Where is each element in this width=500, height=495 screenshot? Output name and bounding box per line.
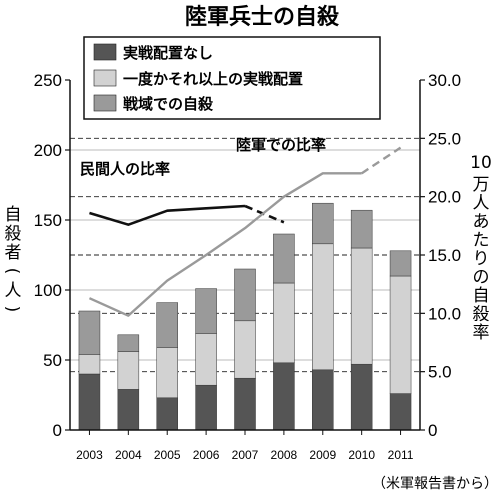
y-axis-title-left-char: ) (2, 306, 22, 313)
x-tick-label-2006: 2006 (193, 448, 220, 462)
y-axis-title-right-char: 殺 (473, 305, 490, 325)
legend-label-deployed: 一度かそれ以上の実戦配置 (123, 70, 303, 88)
y-axis-title-left: 自殺者 ( 人) (2, 205, 22, 312)
bar-in-theater-2007 (234, 268, 256, 322)
y-axis-title-right-char: 自 (473, 286, 490, 306)
legend-label-non-deployed: 実戦配置なし (123, 44, 213, 62)
x-tick-label-2008: 2008 (271, 448, 298, 462)
y-axis-title-left-char: 自 (5, 205, 22, 225)
bar-in-theater-2011 (389, 250, 412, 277)
x-tick-label-2005: 2005 (154, 448, 181, 462)
bar-non-deployed-2008 (273, 362, 295, 431)
y-axis-title-left-char: ( (2, 268, 22, 275)
bar-in-theater-2004 (117, 334, 140, 352)
line-civilian-rate-dashed (244, 204, 285, 224)
y-tick-label-right-10.0: 10.0 (428, 304, 461, 323)
y-axis-title-left-char: 者 (5, 243, 22, 263)
rate-lines (88, 146, 402, 317)
legend-swatch-deployed (93, 69, 117, 87)
line-army-rate-solid (88, 172, 362, 317)
bar-non-deployed-2007 (234, 377, 256, 431)
bar-in-theater-2006 (195, 288, 217, 334)
bar-non-deployed-2011 (389, 393, 412, 431)
y-tick-label-left-50: 50 (43, 351, 62, 370)
y-axis-title-left-char: 殺 (5, 224, 22, 244)
bar-deployed-2009 (312, 243, 334, 371)
bar-non-deployed-2006 (195, 384, 217, 431)
y-tick-label-left-0: 0 (53, 421, 62, 440)
bar-non-deployed-2005 (156, 397, 178, 431)
bar-non-deployed-2010 (350, 363, 373, 431)
bar-deployed-2011 (389, 275, 412, 394)
bar-deployed-2008 (273, 282, 295, 364)
x-tick-label-2010: 2010 (348, 448, 375, 462)
axes (65, 79, 425, 435)
bar-in-theater-2005 (156, 302, 178, 348)
source-note: （米軍報告書から） (372, 476, 498, 492)
bar-in-theater-2008 (273, 233, 295, 284)
y-axis-title-right-char: り (473, 249, 490, 269)
bar-deployed-2006 (195, 333, 217, 386)
chart-title: 陸軍兵士の自殺 (185, 4, 340, 30)
legend-label-in-theater: 戦域での自殺 (123, 95, 214, 113)
bar-deployed-2007 (234, 320, 256, 379)
bar-deployed-2004 (117, 351, 140, 390)
bar-deployed-2005 (156, 347, 178, 399)
line-army-rate-dashed (361, 146, 402, 175)
y-tick-label-right-30.0: 30.0 (428, 71, 461, 90)
y-tick-label-left-250: 250 (34, 71, 62, 90)
x-tick-label-2003: 2003 (76, 448, 103, 462)
bar-in-theater-2009 (312, 202, 334, 245)
y-tick-label-right-5.0: 5.0 (428, 363, 452, 382)
y-axis-title-left-char: 人 (5, 281, 22, 301)
y-tick-label-left-150: 150 (34, 211, 62, 230)
legend-swatch-non-deployed (93, 43, 117, 61)
y-tick-label-left-100: 100 (34, 281, 62, 300)
bar-non-deployed-2003 (78, 373, 101, 431)
y-tick-label-right-0: 0 (428, 421, 437, 440)
y-axis-title-right-char: 率 (473, 323, 490, 343)
y-tick-label-right-25.0: 25.0 (428, 129, 461, 148)
x-tick-label-2004: 2004 (115, 448, 142, 462)
x-tick-label-2007: 2007 (232, 448, 259, 462)
y-tick-label-right-20.0: 20.0 (428, 188, 461, 207)
bar-deployed-2010 (350, 247, 373, 365)
annotation-civilian-rate: 民間人の比率 (80, 160, 170, 178)
tick-labels: 0 50 100 150 200 250 0 5.0 10.0 15.0 20.0 25.0 30.0 2… (34, 71, 461, 462)
bar-deployed-2003 (78, 354, 101, 375)
y-axis-title-right-part: 10 (470, 153, 492, 173)
legend-swatch-in-theater (93, 94, 117, 112)
bar-in-theater-2003 (78, 310, 101, 355)
x-tick-label-2011: 2011 (388, 448, 414, 462)
bar-non-deployed-2009 (312, 369, 334, 431)
y-axis-title-right-char: の (473, 268, 490, 288)
y-axis-title-right-char: 万 (473, 175, 490, 195)
bars (78, 202, 412, 431)
y-tick-label-left-200: 200 (34, 141, 62, 160)
bar-non-deployed-2004 (117, 389, 140, 431)
x-tick-label-2009: 2009 (309, 448, 336, 462)
y-tick-label-right-15.0: 15.0 (428, 246, 461, 265)
line-civilian-rate-solid (89, 204, 246, 226)
y-axis-title-right-char: あ (473, 212, 490, 232)
bar-in-theater-2010 (350, 209, 373, 249)
annotation-army-rate: 陸軍での比率 (236, 136, 326, 154)
legend: 実戦配置なし 一度かそれ以上の実戦配置 戦域での自殺 (83, 36, 381, 120)
y-axis-title-right-char: 人 (473, 194, 490, 214)
y-axis-title-right-char: た (473, 231, 490, 251)
